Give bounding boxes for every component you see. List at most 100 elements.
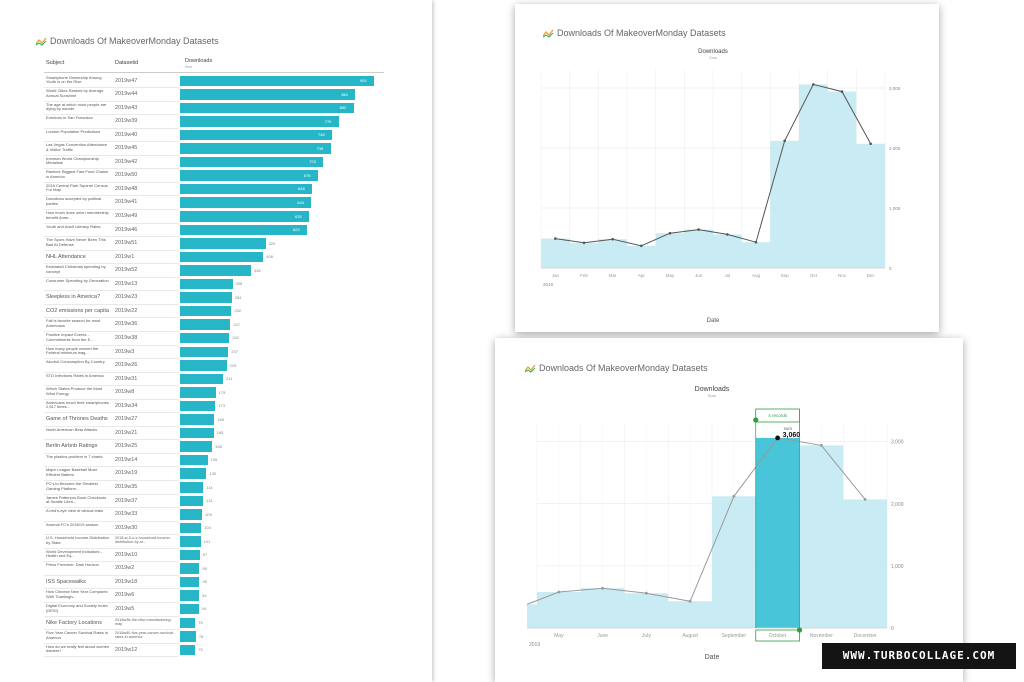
column-header-downloads[interactable]: Downloads [185, 58, 213, 64]
area-bar[interactable] [712, 496, 756, 628]
data-point[interactable] [754, 240, 758, 244]
area-bar[interactable] [580, 588, 625, 628]
data-point[interactable] [557, 590, 561, 594]
data-point[interactable] [732, 494, 736, 498]
data-point[interactable] [688, 599, 692, 603]
row-divider [44, 263, 178, 265]
area-bar[interactable] [827, 91, 857, 268]
bar[interactable] [180, 89, 356, 100]
data-point[interactable] [554, 237, 557, 240]
data-point[interactable] [819, 443, 823, 447]
area-bar[interactable] [668, 601, 712, 628]
area-bar[interactable] [741, 242, 771, 268]
bar[interactable] [180, 156, 324, 168]
bar[interactable] [180, 360, 227, 371]
column-header-datasetid[interactable]: Datasetid [115, 60, 139, 66]
bar[interactable] [180, 631, 196, 642]
bar[interactable] [180, 549, 200, 561]
area-bar[interactable] [770, 140, 799, 268]
bar[interactable] [180, 468, 207, 479]
bar[interactable] [180, 265, 251, 276]
area-bar[interactable] [755, 437, 800, 628]
data-point[interactable] [863, 498, 867, 501]
bar[interactable] [180, 224, 307, 236]
data-point[interactable] [644, 591, 648, 595]
bar-value-label: 165 [216, 430, 224, 436]
selection-handle-bottom[interactable] [796, 627, 803, 633]
data-point[interactable] [775, 435, 781, 441]
bar[interactable] [180, 590, 200, 601]
bar[interactable] [180, 238, 266, 249]
bar[interactable] [180, 332, 230, 344]
area-bar[interactable] [684, 229, 713, 268]
bar[interactable] [180, 102, 354, 114]
bar[interactable] [180, 644, 196, 656]
area-bar[interactable] [541, 238, 570, 268]
data-point[interactable] [697, 228, 700, 231]
bar[interactable] [180, 563, 200, 574]
bar[interactable] [180, 129, 333, 141]
bar[interactable] [180, 617, 196, 629]
bar[interactable] [180, 251, 264, 263]
bar[interactable] [180, 278, 233, 290]
area-bar[interactable] [627, 245, 656, 268]
bar[interactable] [180, 373, 223, 385]
bar[interactable] [180, 509, 203, 520]
data-point[interactable] [601, 586, 605, 590]
data-point[interactable] [582, 241, 586, 245]
bar[interactable] [180, 414, 215, 425]
area-bar[interactable] [569, 242, 599, 268]
data-point[interactable] [611, 237, 614, 241]
bar[interactable] [180, 482, 204, 493]
data-point[interactable] [869, 142, 872, 146]
bar[interactable] [180, 292, 232, 303]
bar[interactable] [180, 495, 204, 507]
bar[interactable] [180, 183, 313, 195]
bar[interactable] [180, 116, 339, 127]
area-bar[interactable] [856, 143, 885, 268]
bar[interactable] [180, 170, 318, 181]
bar[interactable] [180, 197, 312, 208]
area-chart-full-year[interactable]: 0 1,000 2,000 3,000 Jan Feb Mar Apr May Jun Jul Aug… [515, 4, 939, 332]
bar[interactable] [180, 387, 216, 398]
area-bar[interactable] [799, 445, 844, 628]
bar[interactable] [180, 319, 231, 330]
row-datasetid: 2018w40-five-year-cancer-survival-rates-… [115, 631, 175, 640]
data-point[interactable] [783, 139, 786, 143]
area-chart-zoomed[interactable]: 0 1,000 2,000 3,000 May June July August Septemb… [495, 338, 963, 682]
bar[interactable] [180, 522, 202, 534]
bar[interactable] [180, 536, 201, 547]
row-datasetid: 2019w40 [115, 131, 138, 138]
area-bar[interactable] [655, 233, 685, 268]
area-bar[interactable] [624, 593, 669, 628]
selection-handle-top[interactable] [753, 417, 759, 423]
bar[interactable] [180, 454, 208, 466]
area-bar[interactable] [713, 234, 742, 268]
row-datasetid: 2019w25 [115, 443, 138, 450]
area-chart-panel-full-year: Downloads Of MakeoverMonday Datasets 0 1,… [515, 4, 939, 332]
bar[interactable] [180, 400, 216, 412]
area-bar[interactable] [537, 591, 581, 628]
bar[interactable] [180, 427, 214, 439]
selection-tick-box[interactable] [755, 629, 800, 642]
column-header-subject[interactable]: Subject [46, 60, 65, 66]
bar[interactable] [180, 576, 200, 588]
data-point[interactable] [668, 231, 672, 235]
bar[interactable] [180, 603, 200, 615]
data-point[interactable] [812, 83, 815, 86]
bar[interactable] [180, 305, 232, 317]
data-point[interactable] [840, 90, 844, 93]
x-tick-label: Aug [752, 273, 761, 278]
row-divider [44, 642, 178, 644]
bar[interactable] [180, 441, 213, 452]
column-header-downloads-sub: Sum [185, 65, 193, 69]
bar[interactable] [180, 143, 331, 154]
bar[interactable] [180, 75, 374, 87]
area-bar[interactable] [598, 239, 627, 268]
bar[interactable] [180, 346, 229, 358]
area-bar[interactable] [799, 84, 828, 269]
area-bar[interactable] [843, 499, 887, 628]
data-point[interactable] [726, 233, 729, 236]
data-point[interactable] [640, 244, 643, 248]
bar[interactable] [180, 211, 309, 222]
